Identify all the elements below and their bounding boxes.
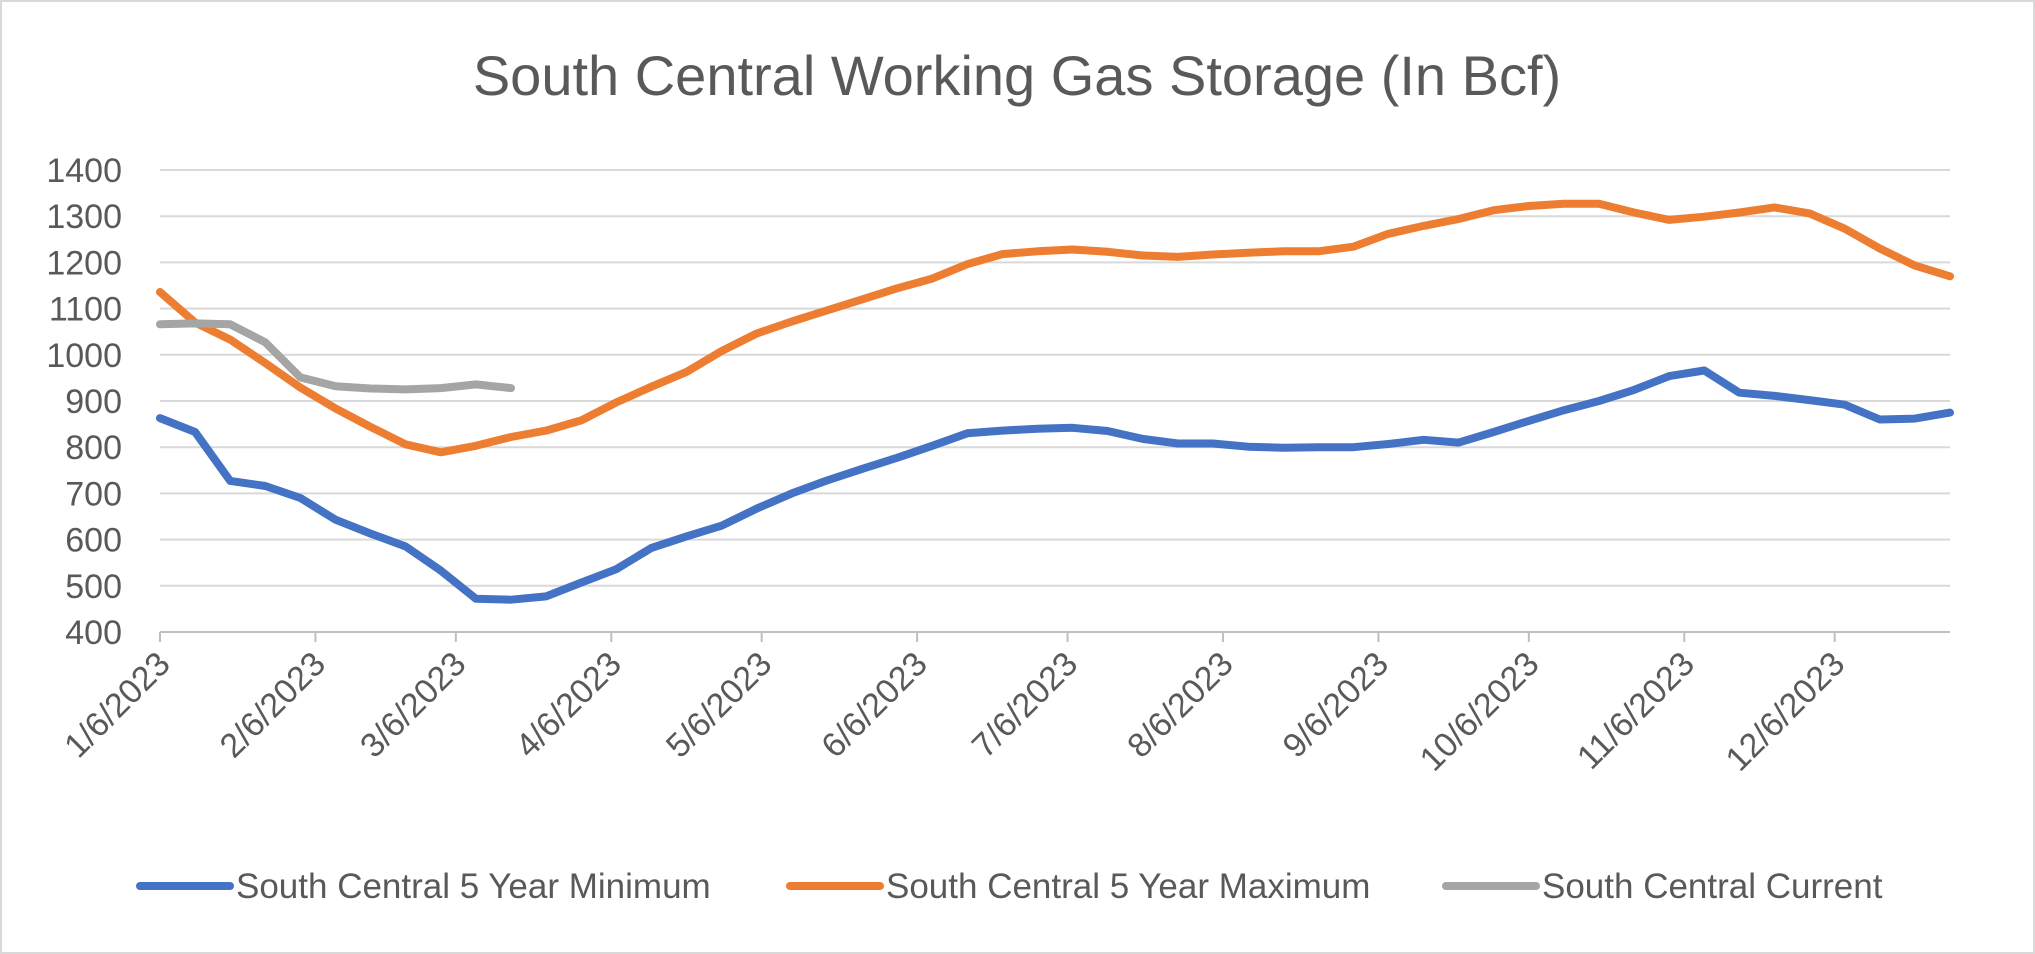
x-tick-label: 9/6/2023 xyxy=(1276,645,1396,765)
legend: South Central 5 Year Minimum South Centra… xyxy=(136,867,1883,906)
x-tick-label: 5/6/2023 xyxy=(659,645,779,765)
y-tick-label: 600 xyxy=(65,522,122,560)
legend-label: South Central 5 Year Maximum xyxy=(886,867,1370,906)
series-lines xyxy=(156,199,1954,604)
x-tick-label: 12/6/2023 xyxy=(1719,645,1853,779)
y-tick-label: 500 xyxy=(65,568,122,606)
x-tick-label: 3/6/2023 xyxy=(353,645,473,765)
x-tick-label: 7/6/2023 xyxy=(965,645,1085,765)
x-tick-label: 2/6/2023 xyxy=(213,645,333,765)
y-tick-label: 400 xyxy=(65,614,122,652)
y-tick-label: 1000 xyxy=(46,337,122,375)
legend-label: South Central 5 Year Minimum xyxy=(236,867,711,906)
series-line-3 xyxy=(156,319,515,394)
y-tick-label: 1200 xyxy=(46,244,122,282)
series-line-2 xyxy=(156,199,1954,457)
x-tick-label: 8/6/2023 xyxy=(1120,645,1240,765)
y-tick-label: 900 xyxy=(65,383,122,421)
legend-item-3: South Central Current xyxy=(1442,867,1883,906)
y-tick-label: 800 xyxy=(65,429,122,467)
x-tick-label: 4/6/2023 xyxy=(508,645,628,765)
x-tick-label: 1/6/2023 xyxy=(57,645,177,765)
x-axis: 1/6/2023 2/6/2023 3/6/2023 4/6/2023 5/6/2023… xyxy=(57,632,1852,779)
chart-title: South Central Working Gas Storage (In Bc… xyxy=(473,44,1561,107)
y-tick-label: 1100 xyxy=(49,291,122,329)
legend-item-2: South Central 5 Year Maximum xyxy=(786,867,1370,906)
y-tick-label: 1300 xyxy=(46,198,122,236)
series-line-1 xyxy=(156,366,1954,604)
y-axis-ticks: 1400 1300 1200 1100 1000 900 800 700 600 500 400 xyxy=(46,152,122,652)
x-tick-label: 10/6/2023 xyxy=(1413,645,1547,779)
legend-item-1: South Central 5 Year Minimum xyxy=(136,867,711,906)
x-tick-label: 6/6/2023 xyxy=(814,645,934,765)
x-tick-label: 11/6/2023 xyxy=(1570,645,1702,777)
legend-label: South Central Current xyxy=(1542,867,1883,906)
y-tick-label: 1400 xyxy=(46,152,122,190)
y-tick-label: 700 xyxy=(65,475,122,513)
